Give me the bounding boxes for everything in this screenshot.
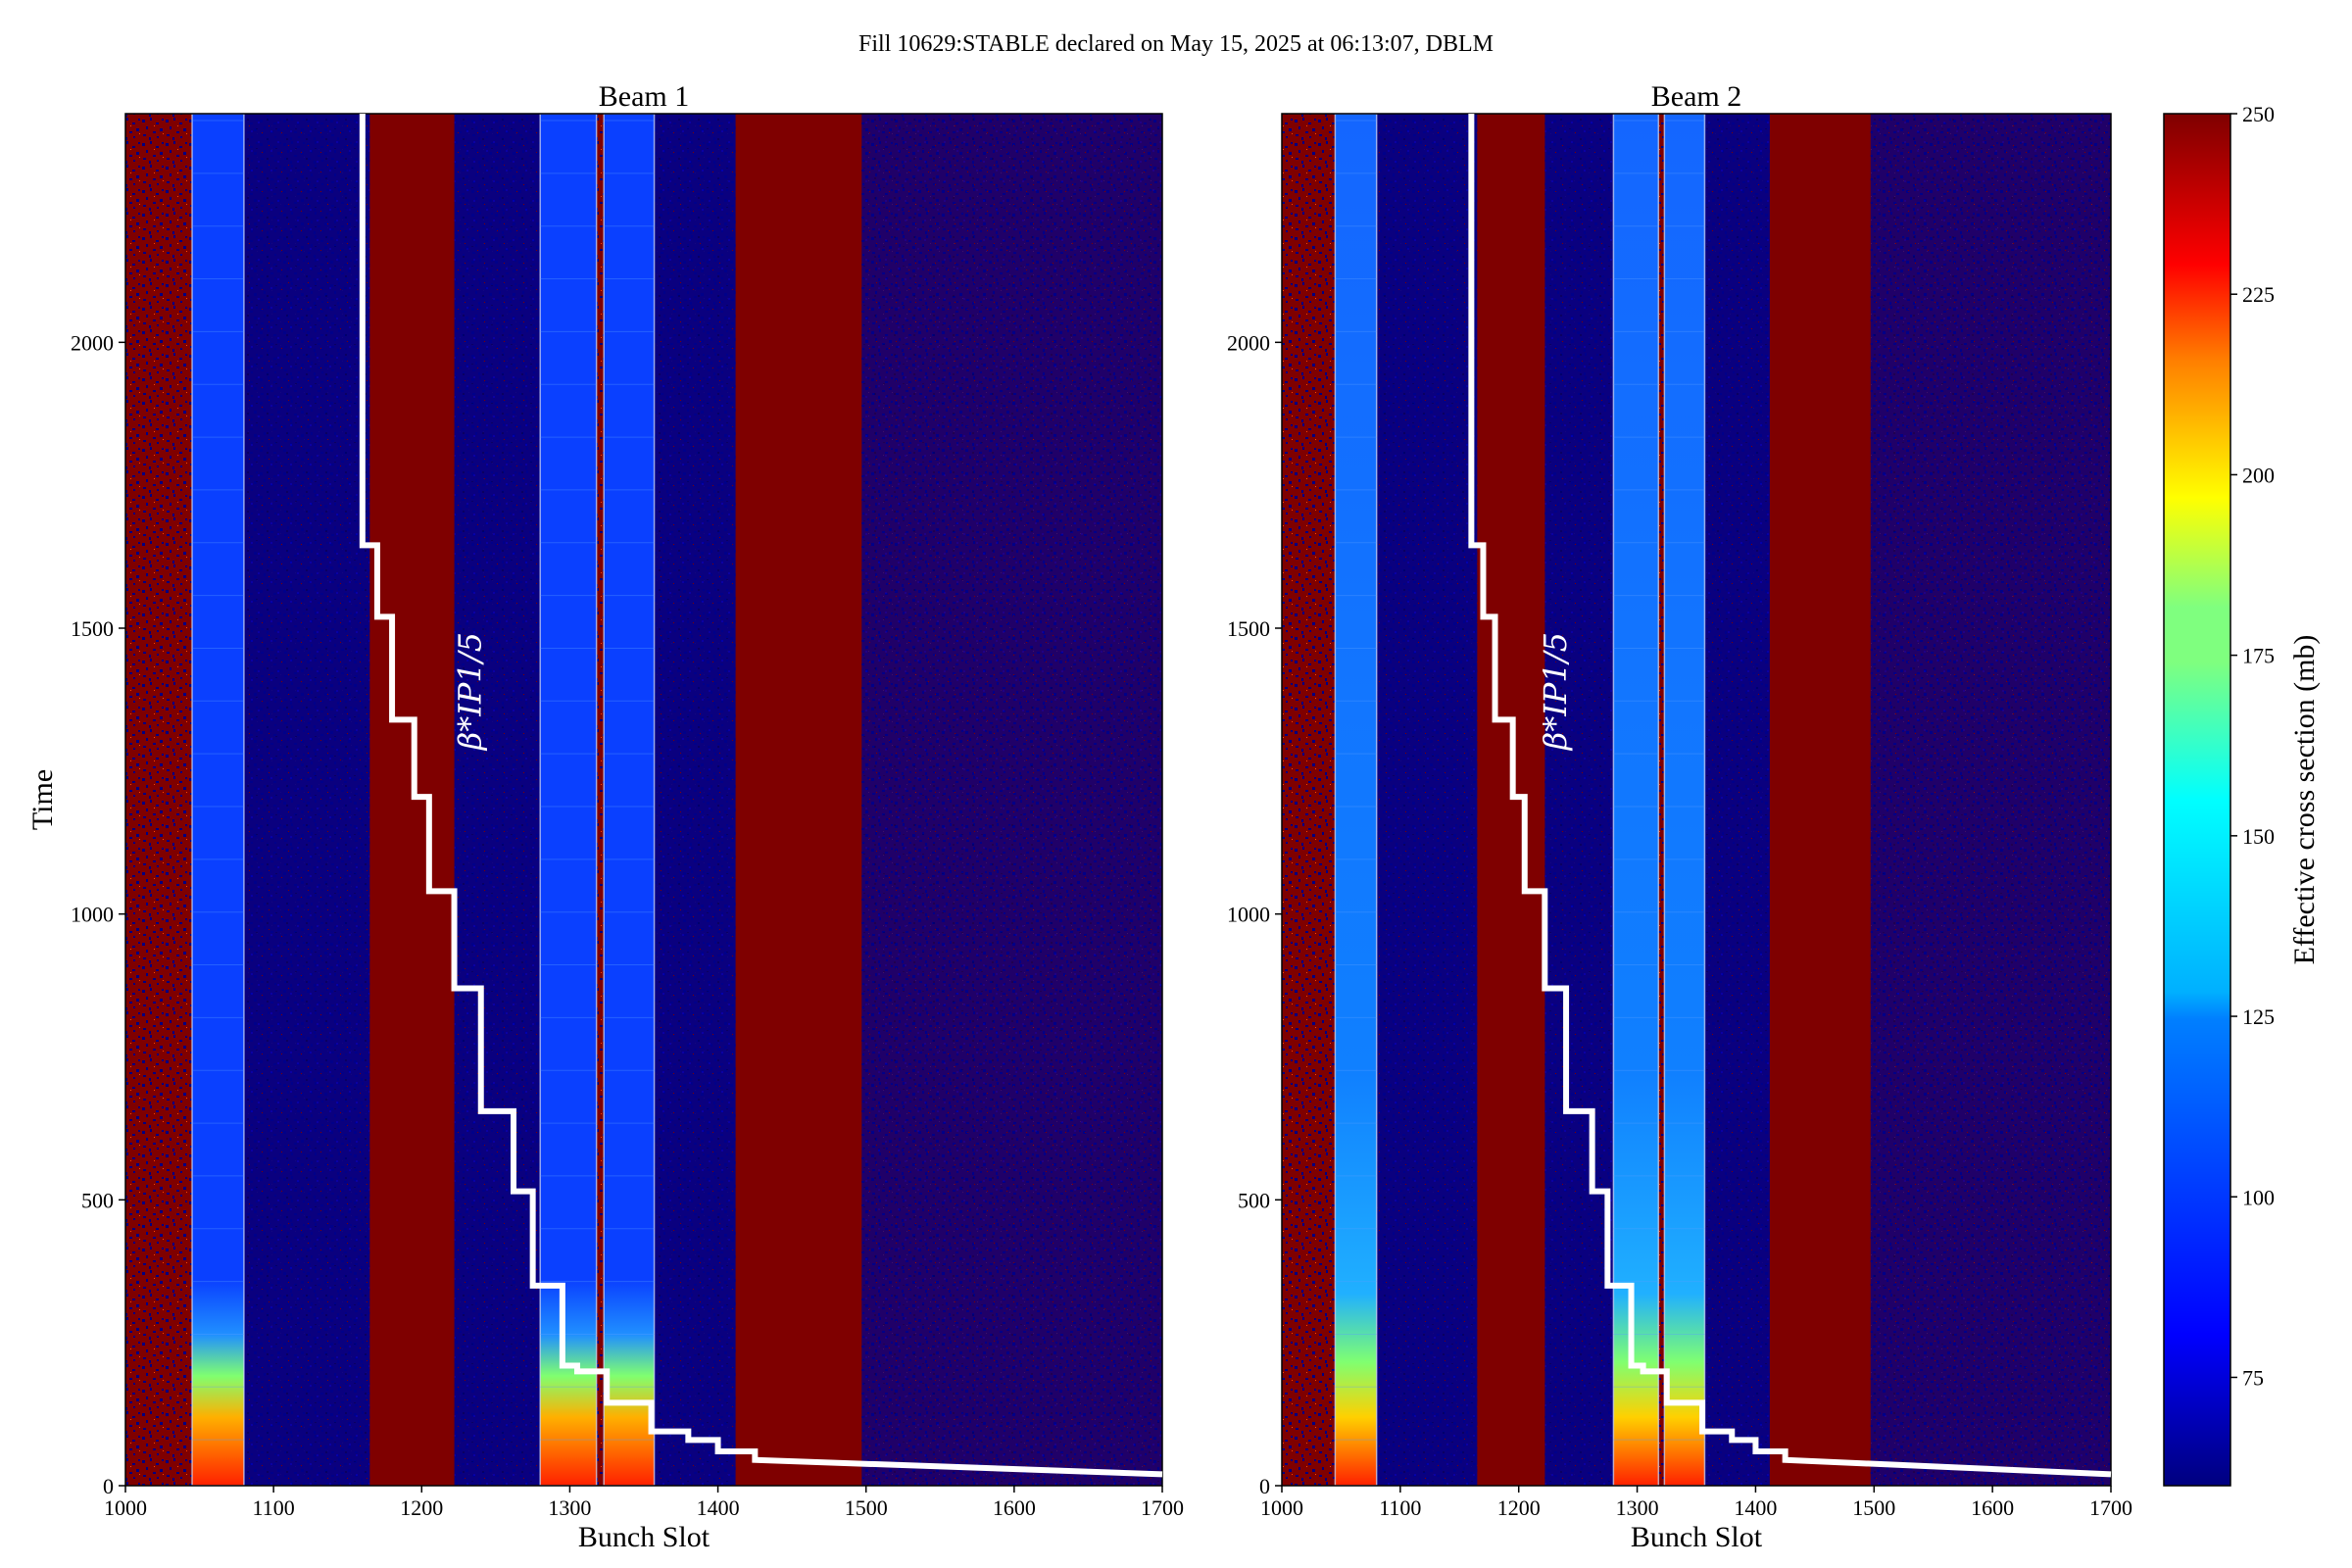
low-signal-band (1704, 114, 1770, 1486)
low-signal-band (861, 114, 1162, 1486)
colorbar-tick-label: 200 (2242, 463, 2275, 487)
bunch-train (1335, 114, 1377, 1486)
panel-beam-2: β*IP1/5 Beam 2 1000 1100 1200 1300 1400 1500 160… (1227, 80, 2132, 1553)
x-tick-label: 1100 (253, 1495, 295, 1520)
bunch-train (192, 114, 244, 1486)
colorbar-tick-label: 75 (2242, 1365, 2264, 1390)
panel-beam-1: β*IP1/5 Beam 1 1000 1100 1200 1300 1400 1500 160… (26, 80, 1184, 1553)
x-tick-label: 1700 (2089, 1495, 2132, 1520)
beta-star-curve (1468, 114, 2112, 1478)
saturated-region (1769, 114, 1871, 1486)
y-tick-label: 2000 (71, 330, 114, 355)
axes-frame (124, 113, 1163, 1487)
low-signal-band (243, 114, 370, 1486)
x-tick-label: 1000 (1260, 1495, 1303, 1520)
colorbar: 75 100 125 150 175 200 225 250 Effective cross … (2163, 102, 2321, 1487)
x-tick-label: 1500 (1852, 1495, 1895, 1520)
x-tick-label: 1700 (1141, 1495, 1184, 1520)
low-signal-band (1870, 114, 2111, 1486)
beta-star-curve (359, 114, 1163, 1478)
y-tick-label: 500 (1238, 1188, 1270, 1212)
y-tick-label: 1000 (71, 903, 114, 927)
y-tick-label: 1500 (1227, 616, 1270, 641)
x-tick-label: 1500 (845, 1495, 888, 1520)
colorbar-tick-label: 150 (2242, 824, 2275, 849)
x-tick-label: 1600 (993, 1495, 1036, 1520)
colorbar-tick-label: 175 (2242, 644, 2275, 668)
axes-frame (1281, 113, 2112, 1487)
y-axis-label: Time (26, 769, 59, 830)
colorbar-tick-label: 250 (2242, 102, 2275, 126)
x-tick-label: 1300 (1616, 1495, 1659, 1520)
colorbar-label: Effective cross section (mb) (2288, 635, 2321, 965)
x-tick-label: 1200 (400, 1495, 443, 1520)
low-signal-band (654, 114, 736, 1486)
colorbar-tick-label: 225 (2242, 282, 2275, 307)
beta-star-annotation: β*IP1/5 (1537, 632, 1574, 751)
x-tick-label: 1400 (1734, 1495, 1777, 1520)
colorbar-gradient (2163, 113, 2231, 1487)
x-axis-label: Bunch Slot (1631, 1521, 1763, 1553)
bunch-train (604, 114, 655, 1486)
y-tick-label: 1000 (1227, 903, 1270, 927)
y-tick-label: 0 (1259, 1474, 1270, 1498)
x-tick-label: 1600 (1971, 1495, 2014, 1520)
x-tick-label: 1000 (104, 1495, 147, 1520)
figure-suptitle: Fill 10629:STABLE declared on May 15, 20… (858, 31, 1494, 57)
x-tick-label: 1400 (697, 1495, 740, 1520)
colorbar-tick-label: 125 (2242, 1004, 2275, 1029)
colorbar-tick-label: 100 (2242, 1185, 2275, 1209)
y-tick-label: 0 (103, 1474, 114, 1498)
saturated-region (735, 114, 862, 1486)
x-tick-label: 1100 (1379, 1495, 1421, 1520)
bunch-train (1613, 114, 1659, 1486)
y-tick-label: 1500 (71, 616, 114, 641)
panel-title: Beam 1 (599, 80, 689, 113)
low-signal-band (1544, 114, 1614, 1486)
panel-title: Beam 2 (1651, 80, 1741, 113)
y-tick-label: 500 (81, 1188, 114, 1212)
low-signal-band (454, 114, 541, 1486)
low-signal-band (1376, 114, 1478, 1486)
y-tick-label: 2000 (1227, 330, 1270, 355)
beta-star-annotation: β*IP1/5 (452, 632, 489, 751)
x-tick-label: 1200 (1497, 1495, 1541, 1520)
x-tick-label: 1300 (548, 1495, 591, 1520)
x-axis-label: Bunch Slot (578, 1521, 710, 1553)
bunch-train (540, 114, 597, 1486)
bunch-train (1664, 114, 1705, 1486)
